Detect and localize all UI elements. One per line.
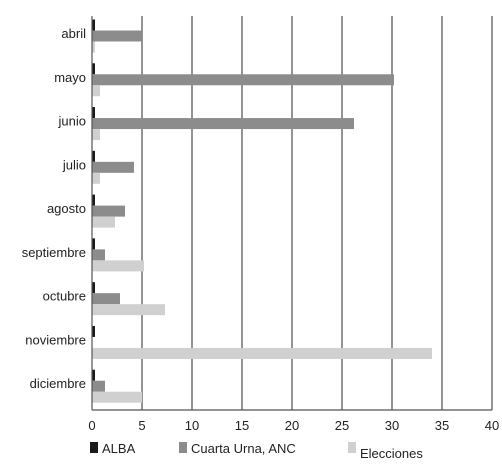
axes <box>91 16 492 411</box>
category-label: abril <box>61 26 86 41</box>
bar-elecciones-junio <box>92 129 100 141</box>
bar-elecciones-noviembre <box>92 347 432 359</box>
x-tick-label: 30 <box>385 418 399 433</box>
category-label: mayo <box>54 70 86 85</box>
bar-cuarta-urna-anc-julio <box>92 161 134 173</box>
bar-cuarta-urna-anc-junio <box>92 118 354 130</box>
bar-elecciones-diciembre <box>92 391 142 403</box>
legend-label: Elecciones <box>360 446 423 461</box>
legend-item: ALBA <box>90 441 136 456</box>
bar-elecciones-agosto <box>92 216 115 228</box>
legend-label: Cuarta Urna, ANC <box>191 441 296 456</box>
bar-cuarta-urna-anc-mayo <box>92 74 394 86</box>
category-label: diciembre <box>30 376 86 391</box>
category-label: junio <box>58 114 86 129</box>
x-tick-label: 5 <box>138 418 145 433</box>
bar-alba-septiembre <box>92 238 95 250</box>
bar-alba-abril <box>92 19 95 31</box>
x-tick-label: 25 <box>335 418 349 433</box>
bar-alba-mayo <box>92 63 95 75</box>
bar-cuarta-urna-anc-septiembre <box>92 249 105 261</box>
legend: ALBA Cuarta Urna, ANC Elecciones <box>90 441 423 461</box>
bar-elecciones-abril <box>92 41 95 53</box>
bar-cuarta-urna-anc-octubre <box>92 293 120 305</box>
bar-cuarta-urna-anc-abril <box>92 30 142 42</box>
x-tick-label: 35 <box>435 418 449 433</box>
x-tick-label: 15 <box>235 418 249 433</box>
legend-label: ALBA <box>102 441 136 456</box>
legend-item: Cuarta Urna, ANC <box>179 441 296 456</box>
bar-alba-diciembre <box>92 369 95 381</box>
bar-alba-junio <box>92 107 95 119</box>
category-labels: abril mayo junio julio agosto septiembre octub… <box>22 26 86 391</box>
category-label: octubre <box>43 289 86 304</box>
x-tick-label: 10 <box>185 418 199 433</box>
legend-swatch <box>348 442 356 453</box>
category-label: julio <box>62 157 86 172</box>
bar-elecciones-octubre <box>92 304 165 316</box>
bar-alba-octubre <box>92 282 95 294</box>
x-tick-label: 40 <box>485 418 499 433</box>
legend-swatch <box>179 442 187 453</box>
bar-alba-noviembre <box>92 325 95 337</box>
bar-cuarta-urna-anc-diciembre <box>92 380 105 392</box>
x-tick-labels: 0 5 10 15 20 25 30 35 40 <box>88 418 499 433</box>
bar-alba-julio <box>92 150 95 162</box>
bar-elecciones-julio <box>92 172 100 184</box>
legend-swatch <box>90 442 98 453</box>
bar-cuarta-urna-anc-agosto <box>92 205 125 217</box>
category-label: noviembre <box>25 332 86 347</box>
category-label: agosto <box>47 201 86 216</box>
bar-elecciones-septiembre <box>92 260 144 272</box>
x-tick-label: 0 <box>88 418 95 433</box>
x-tick-label: 20 <box>285 418 299 433</box>
bar-alba-agosto <box>92 194 95 206</box>
category-label: septiembre <box>22 245 86 260</box>
legend-item: Elecciones <box>348 442 423 461</box>
bar-elecciones-mayo <box>92 85 100 97</box>
bars <box>92 19 432 403</box>
